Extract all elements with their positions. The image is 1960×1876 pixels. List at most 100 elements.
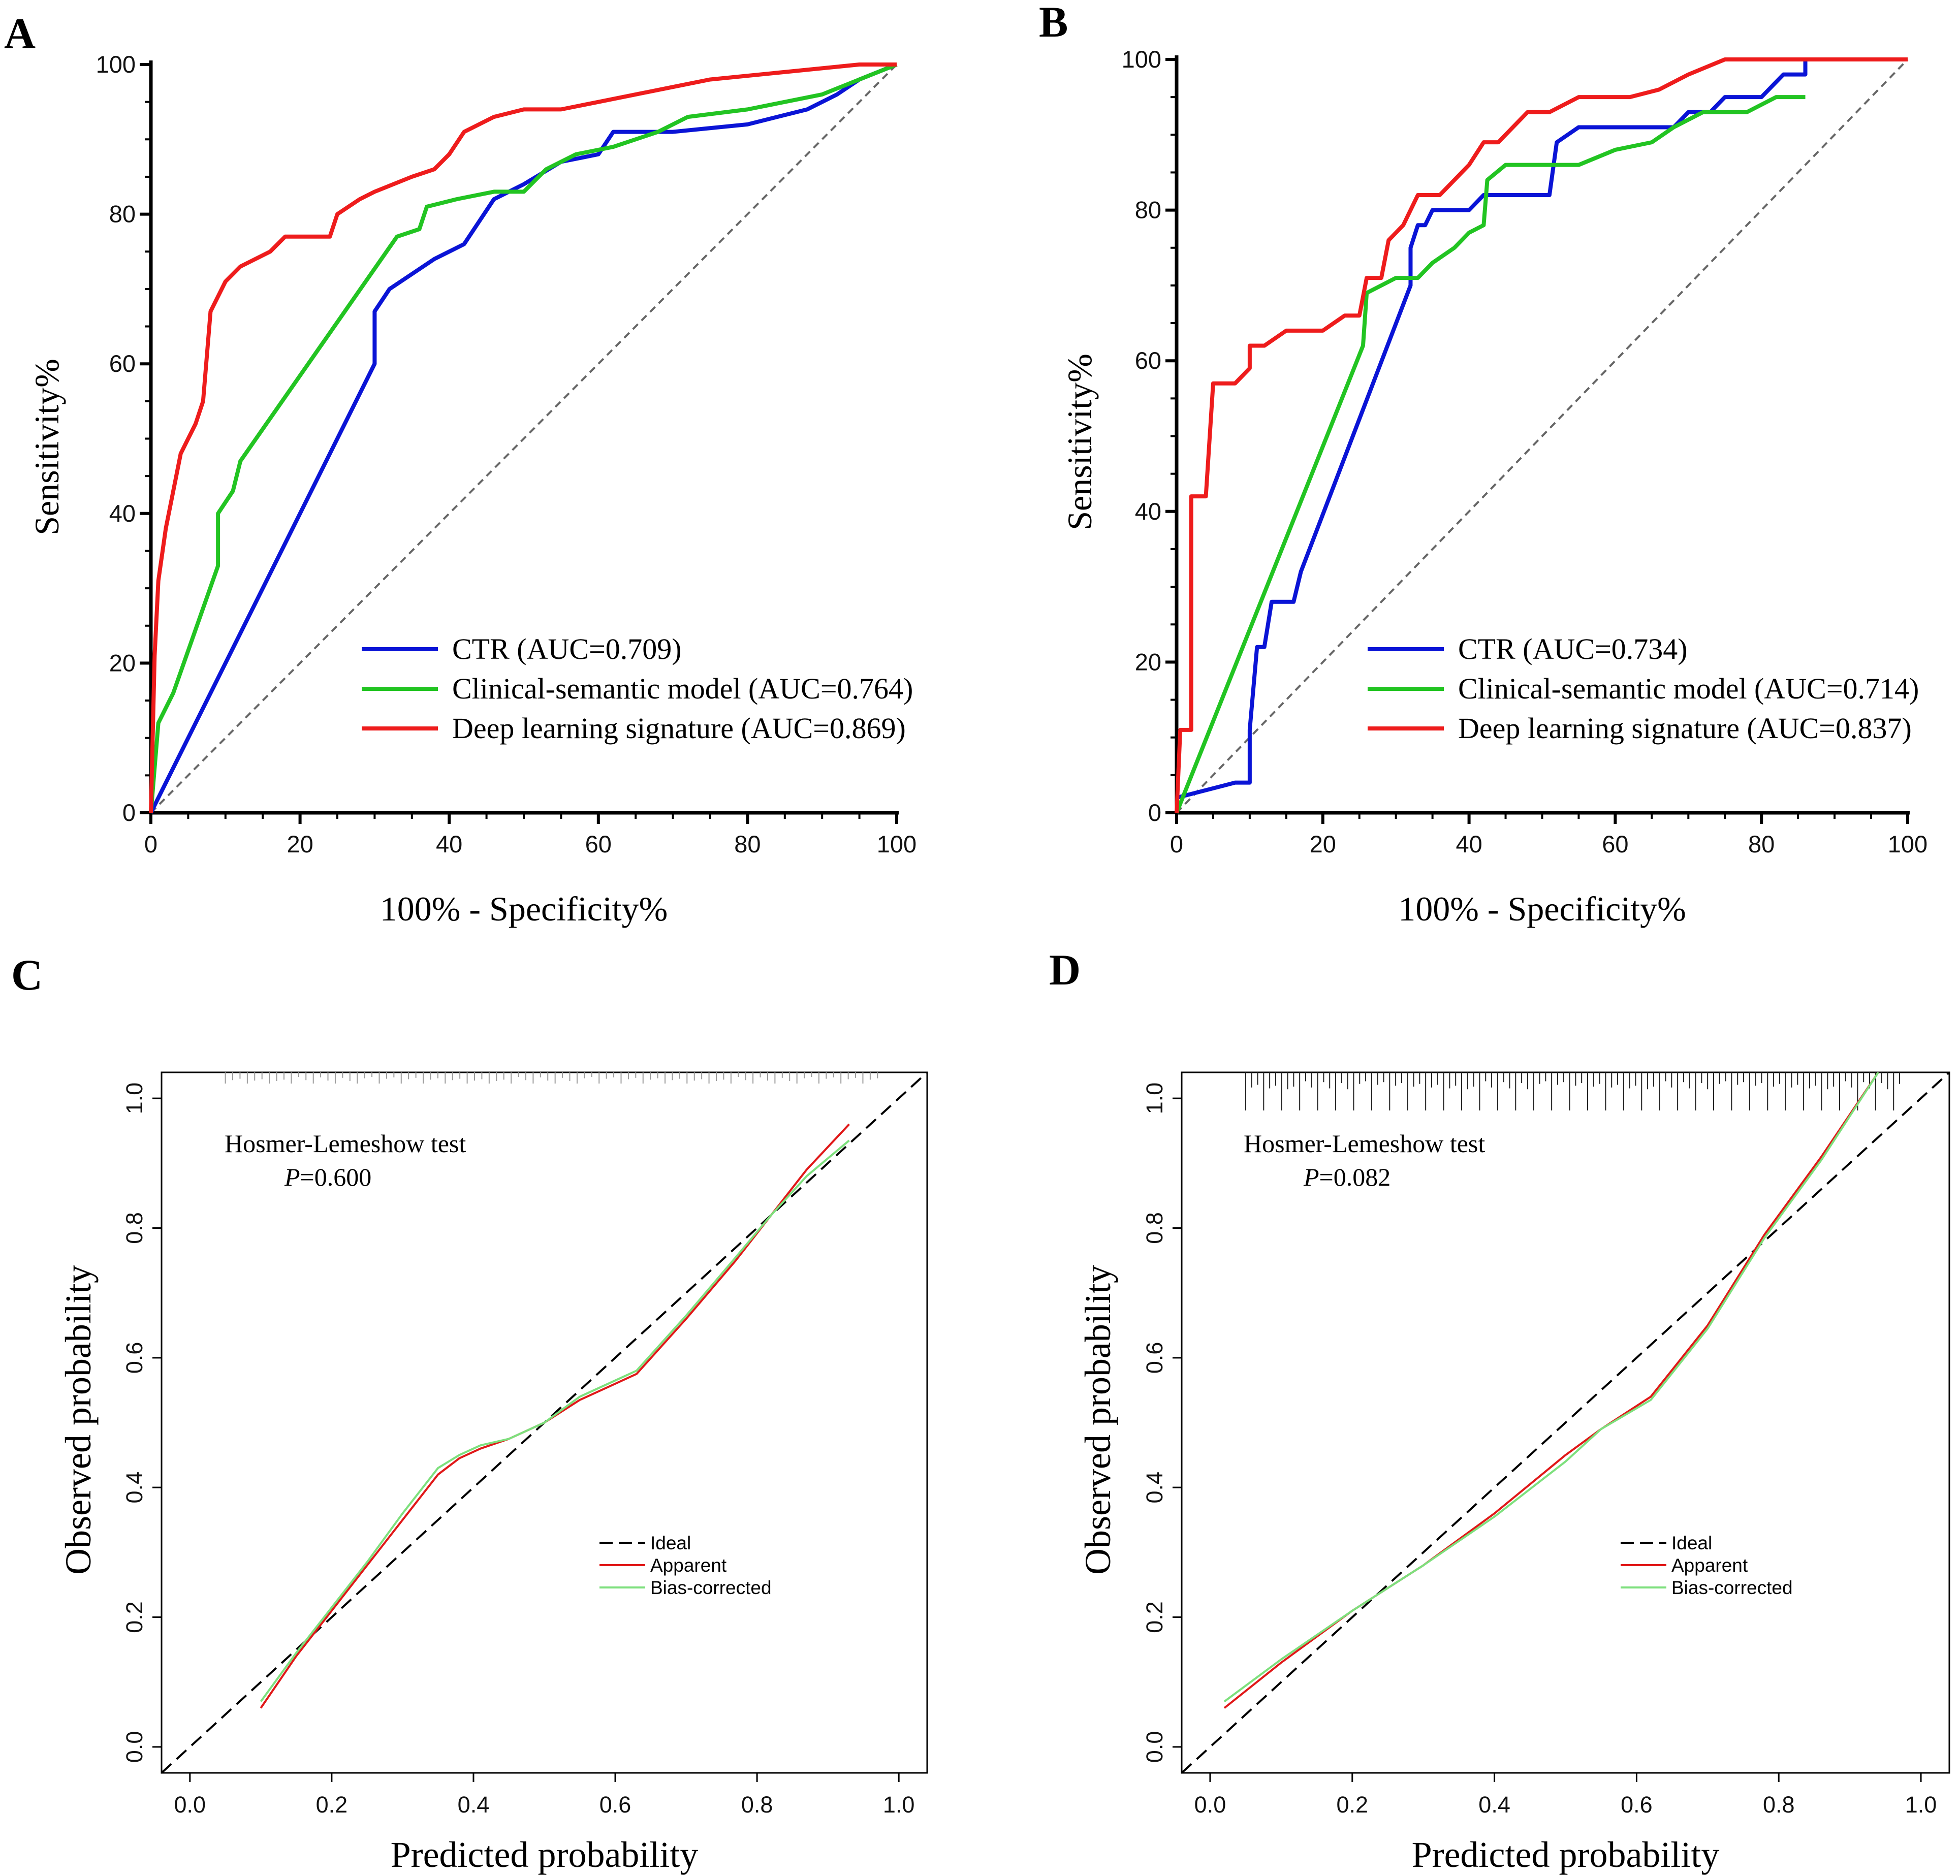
x-tick-label: 80 — [734, 831, 761, 857]
y-tick-label: 80 — [1135, 197, 1161, 224]
legend-label-2: Bias-corrected — [1671, 1577, 1793, 1598]
roc-curve-1 — [1175, 95, 1806, 814]
legend-label-0: Ideal — [1671, 1533, 1712, 1553]
y-axis-label: Sensitivity% — [1060, 354, 1099, 530]
y-tick-label: 0.2 — [1142, 1601, 1167, 1633]
x-tick-label: 40 — [1456, 831, 1482, 857]
p-symbol: P — [1303, 1163, 1319, 1191]
roc-curve-0 — [1176, 57, 1908, 800]
x-tick-label: 0.6 — [1621, 1792, 1653, 1818]
y-tick-label: 0.2 — [121, 1601, 147, 1633]
x-tick-label: 1.0 — [883, 1792, 915, 1818]
hl-test-title: Hosmer-Lemeshow test — [1244, 1129, 1485, 1158]
y-tick-label: 0.4 — [1142, 1472, 1167, 1504]
x-tick-label: 0.0 — [1194, 1792, 1226, 1818]
x-axis-label: 100% - Specificity% — [1398, 889, 1686, 928]
x-tick-label: 0.4 — [458, 1792, 490, 1818]
y-axis-label: Observed probability — [58, 1265, 99, 1575]
legend-label-2: Deep learning signature (AUC=0.837) — [1458, 712, 1912, 745]
y-tick-label: 40 — [109, 500, 136, 527]
y-tick-label: 1.0 — [121, 1083, 147, 1115]
legend-label-0: CTR (AUC=0.709) — [452, 632, 682, 665]
y-tick-label: 1.0 — [1142, 1083, 1167, 1115]
y-tick-label: 0.0 — [121, 1731, 147, 1763]
x-tick-label: 80 — [1748, 831, 1775, 857]
hl-test-p: P=0.600 — [284, 1163, 371, 1191]
x-tick-label: 0.2 — [316, 1792, 348, 1818]
x-tick-label: 100 — [1888, 831, 1927, 857]
p-value: =0.082 — [1319, 1163, 1391, 1191]
y-tick-label: 60 — [1135, 347, 1161, 374]
x-tick-label: 0.8 — [741, 1792, 773, 1818]
p-symbol: P — [284, 1163, 300, 1191]
y-tick-label: 0.8 — [121, 1212, 147, 1244]
y-tick-label: 0 — [122, 799, 136, 826]
x-tick-label: 60 — [585, 831, 612, 857]
x-tick-label: 20 — [287, 831, 313, 857]
calibration-line-2 — [1223, 1072, 1879, 1703]
panel-letter-c: C — [11, 950, 43, 999]
reference-diagonal — [150, 63, 898, 814]
panel-letter-a: A — [4, 9, 36, 58]
x-tick-label: 40 — [436, 831, 462, 857]
hl-test-p: P=0.082 — [1303, 1163, 1390, 1191]
x-tick-label: 0 — [1170, 831, 1183, 857]
calibration-series — [1182, 1072, 1949, 1773]
x-tick-label: 0.2 — [1336, 1792, 1368, 1818]
y-tick-label: 80 — [109, 201, 136, 228]
x-tick-label: 0.6 — [599, 1792, 631, 1818]
roc-curve-1 — [149, 62, 898, 813]
y-tick-label: 40 — [1135, 498, 1161, 525]
y-tick-label: 0.0 — [1142, 1731, 1167, 1763]
legend-label-2: Deep learning signature (AUC=0.869) — [452, 712, 906, 745]
legend-label-0: CTR (AUC=0.734) — [1458, 632, 1688, 665]
y-tick-label: 100 — [96, 51, 136, 78]
panel-letter-d: D — [1049, 945, 1081, 994]
calibration-line-0 — [1182, 1072, 1949, 1773]
x-tick-label: 0 — [144, 831, 157, 857]
x-tick-label: 20 — [1310, 831, 1336, 857]
x-axis-label: 100% - Specificity% — [380, 889, 668, 928]
y-tick-label: 0.6 — [121, 1342, 147, 1374]
y-tick-label: 0.8 — [1142, 1212, 1167, 1244]
legend-label-1: Clinical-semantic model (AUC=0.714) — [1458, 672, 1919, 705]
y-tick-label: 100 — [1122, 46, 1161, 73]
calibration-chart-d: 0.0 0.0 0.2 0.2 0.4 0.4 0.6 0.6 0.8 0.8 1.0 1.0 Pred… — [1078, 1071, 1950, 1875]
x-tick-label: 100 — [877, 831, 916, 857]
rug-marks — [225, 1072, 878, 1084]
hl-test-title: Hosmer-Lemeshow test — [225, 1129, 466, 1158]
y-axis-label: Sensitivity% — [27, 359, 66, 535]
x-tick-label: 60 — [1602, 831, 1628, 857]
y-tick-label: 60 — [109, 350, 136, 377]
y-axis-label: Observed probability — [1078, 1265, 1118, 1575]
calibration-line-2 — [260, 1139, 850, 1702]
calibration-line-1 — [260, 1123, 850, 1709]
y-tick-label: 20 — [109, 649, 136, 676]
reference-diagonal — [1176, 58, 1909, 814]
roc-curve-2 — [1175, 57, 1908, 813]
x-tick-label: 0.0 — [174, 1792, 206, 1818]
y-tick-label: 0.4 — [121, 1472, 147, 1504]
calibration-series — [162, 1072, 927, 1773]
y-tick-label: 0.6 — [1142, 1342, 1167, 1374]
legend-label-1: Apparent — [1671, 1555, 1748, 1576]
plot-frame — [161, 1071, 928, 1774]
legend-label-0: Ideal — [650, 1533, 691, 1553]
x-axis-label: Predicted probability — [1412, 1834, 1720, 1875]
roc-chart-a: 0 20 40 60 80 100 0 20 40 60 80 100 100% - Specifici… — [27, 51, 916, 928]
plot-frame — [1181, 1071, 1950, 1774]
panel-letter-b: B — [1039, 0, 1068, 46]
legend-label-1: Apparent — [650, 1555, 727, 1576]
x-tick-label: 0.8 — [1763, 1792, 1795, 1818]
p-value: =0.600 — [300, 1163, 372, 1191]
roc-curve-2 — [149, 62, 897, 813]
legend-label-2: Bias-corrected — [650, 1577, 772, 1598]
calibration-chart-c: 0.0 0.0 0.2 0.2 0.4 0.4 0.6 0.6 0.8 0.8 1.0 1.0 Pred… — [58, 1071, 928, 1875]
rug-marks — [1245, 1072, 1901, 1110]
y-tick-label: 20 — [1135, 648, 1161, 675]
legend-label-1: Clinical-semantic model (AUC=0.764) — [452, 672, 913, 705]
x-axis-label: Predicted probability — [391, 1834, 699, 1875]
y-tick-label: 0 — [1148, 799, 1161, 826]
x-tick-label: 1.0 — [1905, 1792, 1937, 1818]
